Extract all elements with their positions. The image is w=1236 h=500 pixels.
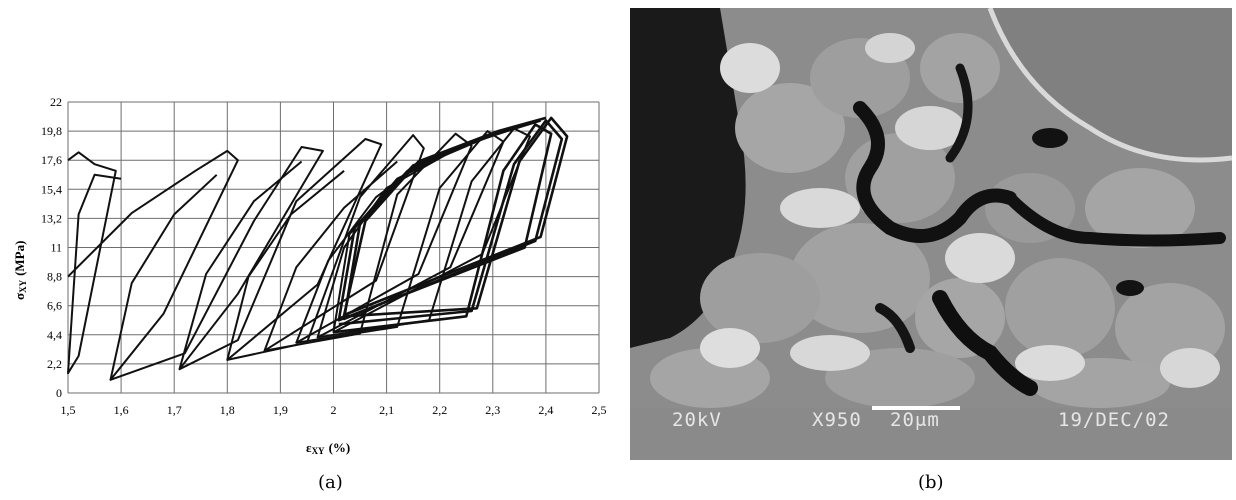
- y-tick-label: 6,6: [47, 299, 62, 313]
- y-tick-label: 15,4: [41, 182, 62, 196]
- tick-labels: 1,5 1,6 1,7 1,8 1,9 2 2,1 2,2 2,3 2,4 2,5 0 2,2 4,4 6,…: [41, 95, 607, 417]
- y-axis-label: σXY(MPa): [12, 241, 28, 300]
- hysteresis-loop-line: [227, 134, 425, 361]
- y-tick-label: 0: [56, 386, 62, 400]
- x-tick-label: 2: [331, 403, 337, 417]
- caption-a: (a): [318, 472, 343, 493]
- x-tick-label: 2,2: [432, 403, 447, 417]
- x-tick-label: 1,6: [114, 403, 129, 417]
- caption-b: (b): [918, 472, 944, 493]
- y-tick-label: 17,6: [41, 153, 62, 167]
- sem-micrograph: 20kV X950 20μm 19/DEC/02: [630, 8, 1232, 460]
- stress-strain-chart: 1,5 1,6 1,7 1,8 1,9 2 2,1 2,2 2,3 2,4 2,5 0 2,2 4,4 6,…: [12, 95, 607, 456]
- x-tick-label: 2,4: [538, 403, 553, 417]
- y-tick-label: 13,2: [41, 211, 62, 225]
- x-tick-label: 1,5: [61, 403, 76, 417]
- y-tick-label: 8,8: [47, 270, 62, 284]
- x-axis-label: εXY (%): [306, 440, 350, 456]
- hysteresis-loops: [67, 116, 569, 381]
- hysteresis-loop-line: [264, 132, 473, 352]
- sem-scale-bar: [872, 406, 960, 410]
- x-tick-label: 2,1: [379, 403, 394, 417]
- hysteresis-loop-line: [110, 146, 324, 381]
- sem-scale-label: 20μm: [890, 409, 940, 431]
- y-tick-label: 22: [50, 95, 62, 109]
- sem-date: 19/DEC/02: [1058, 409, 1170, 431]
- sem-magnification: X950: [812, 409, 862, 431]
- hysteresis-loop-line: [67, 151, 122, 375]
- hysteresis-loop-line: [338, 119, 564, 326]
- x-tick-label: 1,9: [273, 403, 288, 417]
- y-tick-label: 4,4: [47, 328, 62, 342]
- x-tick-label: 2,3: [485, 403, 500, 417]
- x-tick-label: 1,7: [167, 403, 182, 417]
- y-tick-label: 19,8: [41, 124, 62, 138]
- y-tick-label: 11: [50, 241, 62, 255]
- hysteresis-loop-line: [342, 116, 569, 318]
- hysteresis-loop-line: [179, 138, 383, 371]
- x-tick-label: 2,5: [592, 403, 607, 417]
- hysteresis-loop-line: [333, 121, 553, 334]
- x-tick-label: 1,8: [220, 403, 235, 417]
- y-tick-label: 2,2: [47, 357, 62, 371]
- sem-voltage: 20kV: [672, 409, 722, 431]
- hysteresis-loop-line: [67, 149, 239, 381]
